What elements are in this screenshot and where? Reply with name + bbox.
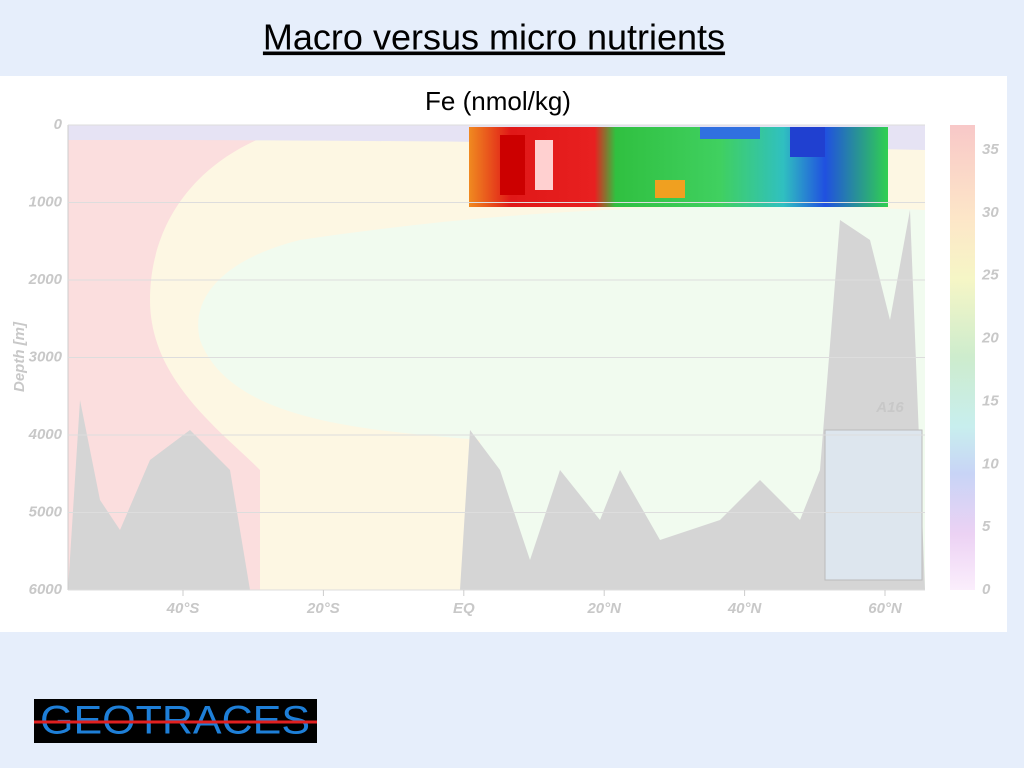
colorbar-tick-label: 15 — [982, 392, 999, 409]
ticks: 0 1000 2000 3000 4000 5000 6000 40°S 20°S EQ 20°N 4… — [28, 116, 1000, 617]
colorbar-tick-label: 5 — [982, 518, 991, 535]
y-tick-label: 1000 — [29, 193, 63, 210]
colorbar — [950, 125, 975, 590]
y-tick-label: 4000 — [28, 426, 63, 443]
x-tick-label: 40°N — [727, 600, 763, 617]
y-tick-label: 0 — [54, 116, 63, 133]
x-tick-label: EQ — [453, 600, 475, 617]
colorbar-tick-label: 10 — [982, 455, 999, 472]
colorbar-tick-label: 35 — [982, 141, 999, 158]
y-tick-label: 2000 — [28, 271, 63, 288]
colorbar-tick-label: 20 — [981, 330, 999, 347]
section-name: A16 — [875, 399, 904, 416]
y-axis: Depth [m] — [11, 321, 28, 392]
y-tick-label: 6000 — [29, 581, 63, 598]
y-tick-label: 5000 — [29, 503, 63, 520]
colorbar-tick-label: 0 — [982, 581, 991, 598]
x-tick-label: 20°N — [586, 600, 622, 617]
y-tick-label: 3000 — [29, 348, 63, 365]
figure-label: Fe (nmol/kg) — [425, 86, 571, 116]
x-tick-label: 60°N — [868, 600, 903, 617]
x-tick-label: 40°S — [166, 600, 200, 617]
colorbar-tick-label: 30 — [982, 204, 999, 221]
colorbar-tick-label: 25 — [981, 267, 999, 284]
map-inset — [824, 429, 923, 581]
x-tick-label: 20°S — [306, 600, 340, 617]
y-axis-title: Depth [m] — [11, 321, 28, 392]
fe-inset — [469, 127, 888, 207]
slide-title: Macro versus micro nutrients — [263, 17, 725, 58]
